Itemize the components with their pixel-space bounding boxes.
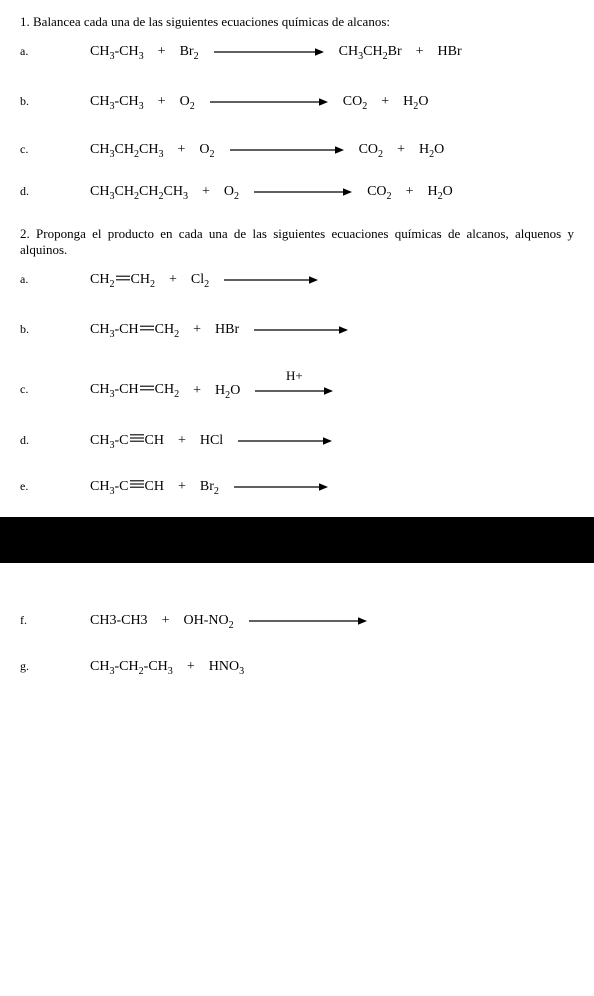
chem-formula: O2 [224,184,239,200]
chem-formula: O2 [199,142,214,158]
reaction-arrow [223,275,319,285]
item-label: c. [20,142,56,157]
plus-sign: + [178,479,186,495]
chem-formula: H2O [427,184,452,200]
item-label: f. [20,613,56,628]
item-label: b. [20,94,56,109]
worksheet: 1. Balancea cada una de las siguientes e… [20,14,574,675]
chem-formula: CH3-CH3 [90,94,144,110]
chem-formula: CH3-CHCH2 [90,382,179,398]
equation-row: CH3-CCH + HCl [56,433,574,449]
chem-formula: HBr [215,322,239,338]
equation-row: CH3CH2CH2CH3 + O2 CO2 + H2O [56,184,574,200]
plus-sign: + [187,659,195,675]
chem-formula: Br2 [180,44,199,60]
chem-formula: CH3-CH3 [90,613,148,629]
chem-formula: H2O [215,383,240,399]
equation-row: CH3-CH3 + O2 CO2 + H2O [56,94,574,110]
chem-formula: O2 [180,94,195,110]
item-label: c. [20,382,56,397]
chem-formula: HCl [200,433,223,449]
reaction-arrow [209,97,329,107]
item-label: d. [20,184,56,199]
chem-formula: CH3CH2CH2CH3 [90,184,188,200]
equation-row: CH3-CCH + Br2 [56,479,574,495]
chem-formula: HNO3 [209,659,244,675]
plus-sign: + [406,184,414,200]
item-label: a. [20,44,56,59]
chem-formula: CO2 [343,94,368,110]
plus-sign: + [416,44,424,60]
plus-sign: + [381,94,389,110]
arrow-label-h-plus: H+ [286,368,303,384]
reaction-arrow [253,325,349,335]
equation-row: CH2CH2 + Cl2 [56,272,574,288]
plus-sign: + [169,272,177,288]
reaction-arrow [233,482,329,492]
chem-formula: CH3-CH3 [90,44,144,60]
chem-formula: H2O [419,142,444,158]
chem-formula: CH2CH2 [90,272,155,288]
item-label: a. [20,272,56,287]
plus-sign: + [178,142,186,158]
chem-formula: CH3CH2Br [339,44,402,60]
chem-formula: CH3CH2CH3 [90,142,164,158]
equation-row: CH3CH2CH3 + O2 CO2 + H2O [56,142,574,158]
chem-formula: Cl2 [191,272,209,288]
chem-formula: HBr [438,44,462,60]
plus-sign: + [193,322,201,338]
question-1-heading: 1. Balancea cada una de las siguientes e… [20,14,574,30]
equation-row: CH3-CH3 + OH-NO2 [56,613,574,629]
question-2-heading: 2. Proponga el producto en cada una de l… [20,226,574,258]
reaction-arrow [237,436,333,446]
equation-row: CH3-CHCH2+H2O H+ [56,382,574,398]
reaction-arrow [229,145,345,155]
plus-sign: + [193,383,201,399]
item-label: b. [20,322,56,337]
item-label: d. [20,433,56,448]
plus-sign: + [397,142,405,158]
chem-formula: CO2 [367,184,392,200]
plus-sign: + [162,613,170,629]
redaction-bar [0,517,594,563]
reaction-arrow [253,187,353,197]
chem-formula: Br2 [200,479,219,495]
chem-formula: CH3-CHCH2 [90,322,179,338]
chem-formula: CH3-CCH [90,433,164,449]
chem-formula: CH3-CCH [90,479,164,495]
reaction-arrow [254,386,334,396]
reaction-arrow [213,47,325,57]
chem-formula: OH-NO2 [183,613,233,629]
plus-sign: + [202,184,210,200]
item-label: e. [20,479,56,494]
plus-sign: + [178,433,186,449]
equation-row: CH3-CH2-CH3 + HNO3 [56,659,574,675]
equation-row: CH3-CHCH2 + HBr [56,322,574,338]
chem-formula: CO2 [359,142,384,158]
chem-formula: H2O [403,94,428,110]
chem-formula: CH3-CH2-CH3 [90,659,173,675]
plus-sign: + [158,44,166,60]
equation-row: CH3-CH3 + Br2 CH3CH2Br + HBr [56,44,574,60]
reaction-arrow [248,616,368,626]
item-label: g. [20,659,56,674]
plus-sign: + [158,94,166,110]
